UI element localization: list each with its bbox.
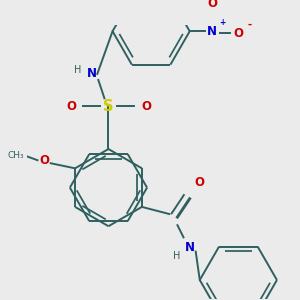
Text: O: O [141,100,151,113]
Text: N: N [184,241,195,254]
Text: H: H [74,65,82,75]
Text: O: O [66,100,76,113]
Text: N: N [87,68,97,80]
Text: S: S [103,99,114,114]
Text: O: O [207,0,217,10]
Text: CH₃: CH₃ [8,151,25,160]
Text: O: O [40,154,50,167]
Text: O: O [233,27,243,40]
Text: H: H [173,250,180,261]
Text: N: N [207,25,217,38]
Text: O: O [195,176,205,189]
Text: -: - [248,20,252,30]
Text: +: + [219,18,225,27]
